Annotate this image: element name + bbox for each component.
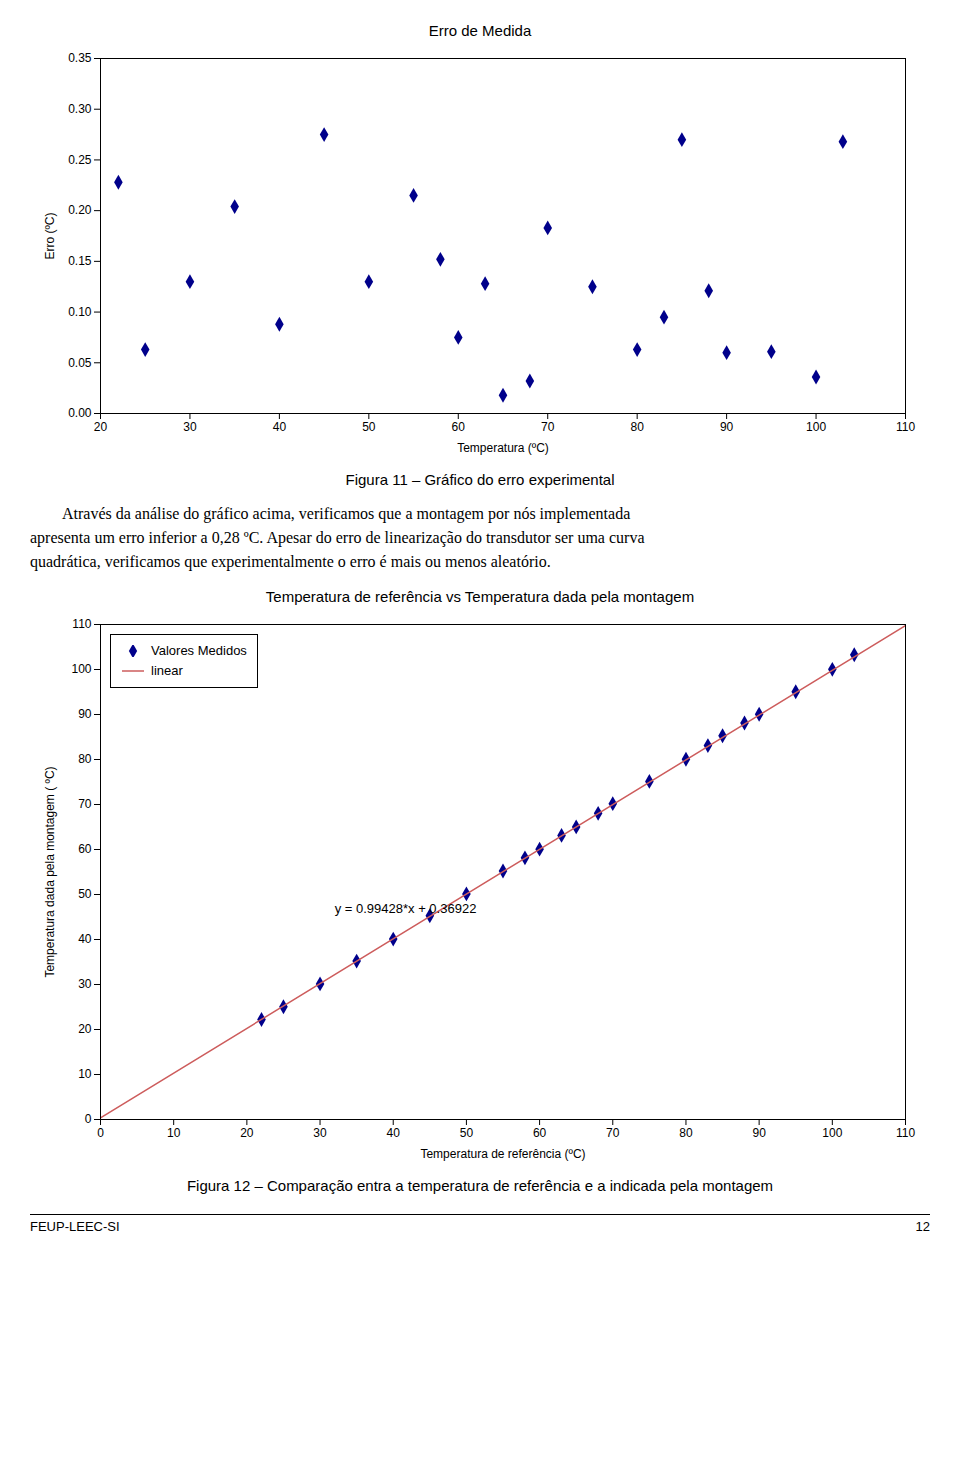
svg-text:Temperatura dada pela montagem: Temperatura dada pela montagem ( ºC) (43, 766, 57, 977)
svg-text:70: 70 (78, 797, 92, 811)
svg-text:0.15: 0.15 (68, 254, 92, 268)
svg-text:0.10: 0.10 (68, 305, 92, 319)
svg-text:110: 110 (896, 420, 915, 434)
html-text:12: 12 (915, 1219, 930, 1234)
svg-text:90: 90 (752, 1126, 766, 1140)
html-text:quadrática, verificamos que ex: quadrática, verificamos que experimental… (30, 553, 551, 570)
svg-text:40: 40 (273, 420, 287, 434)
svg-text:0.35: 0.35 (68, 51, 92, 65)
svg-text:60: 60 (452, 420, 466, 434)
svg-text:0: 0 (97, 1126, 104, 1140)
svg-text:110: 110 (896, 1126, 915, 1140)
svg-text:50: 50 (78, 887, 92, 901)
svg-text:70: 70 (606, 1126, 620, 1140)
svg-text:50: 50 (460, 1126, 474, 1140)
svg-text:80: 80 (679, 1126, 693, 1140)
svg-text:0.05: 0.05 (68, 356, 92, 370)
html-text:Figura 11 – Gráfico do erro ex: Figura 11 – Gráfico do erro experimental (345, 471, 615, 488)
svg-text:60: 60 (533, 1126, 547, 1140)
svg-text:y = 0.99428*x + 0.36922: y = 0.99428*x + 0.36922 (335, 901, 477, 916)
svg-text:90: 90 (78, 707, 92, 721)
svg-text:20: 20 (94, 420, 108, 434)
html-text:apresenta um erro inferior a 0: apresenta um erro inferior a 0,28 ºC. Ap… (30, 529, 645, 546)
html-text:Temperatura de referência vs T: Temperatura de referência vs Temperatura… (265, 588, 695, 605)
svg-text:0.00: 0.00 (68, 406, 92, 420)
html-text:Figura 12 – Comparação entra a: Figura 12 – Comparação entra a temperatu… (186, 1177, 774, 1194)
html-text:Valores Medidos: Valores Medidos (151, 643, 247, 658)
svg-text:100: 100 (71, 662, 91, 676)
svg-text:90: 90 (720, 420, 734, 434)
svg-text:70: 70 (541, 420, 555, 434)
svg-text:10: 10 (78, 1067, 92, 1081)
svg-text:60: 60 (78, 842, 92, 856)
svg-text:20: 20 (78, 1022, 92, 1036)
svg-text:30: 30 (78, 977, 92, 991)
svg-text:Temperatura de referência (ºC): Temperatura de referência (ºC) (420, 1147, 585, 1161)
svg-text:0.30: 0.30 (68, 102, 92, 116)
svg-text:100: 100 (822, 1126, 842, 1140)
svg-text:20: 20 (240, 1126, 254, 1140)
svg-text:Erro (ºC): Erro (ºC) (43, 212, 57, 259)
html-text:linear: linear (151, 663, 183, 678)
html-text:Erro de Medida: Erro de Medida (428, 22, 532, 39)
svg-text:0.25: 0.25 (68, 153, 92, 167)
html-text:Através da análise do gráfico: Através da análise do gráfico acima, ver… (62, 505, 631, 522)
svg-text:80: 80 (630, 420, 644, 434)
svg-text:Temperatura (ºC): Temperatura (ºC) (457, 441, 549, 455)
svg-text:30: 30 (313, 1126, 327, 1140)
svg-text:50: 50 (362, 420, 376, 434)
svg-text:40: 40 (387, 1126, 401, 1140)
svg-text:30: 30 (183, 420, 197, 434)
svg-text:40: 40 (78, 932, 92, 946)
svg-text:0: 0 (85, 1112, 92, 1126)
svg-text:0.20: 0.20 (68, 203, 92, 217)
svg-text:80: 80 (78, 752, 92, 766)
svg-text:110: 110 (72, 617, 91, 631)
svg-text:100: 100 (806, 420, 826, 434)
svg-text:10: 10 (167, 1126, 181, 1140)
html-text:FEUP-LEEC-SI: FEUP-LEEC-SI (30, 1219, 120, 1234)
